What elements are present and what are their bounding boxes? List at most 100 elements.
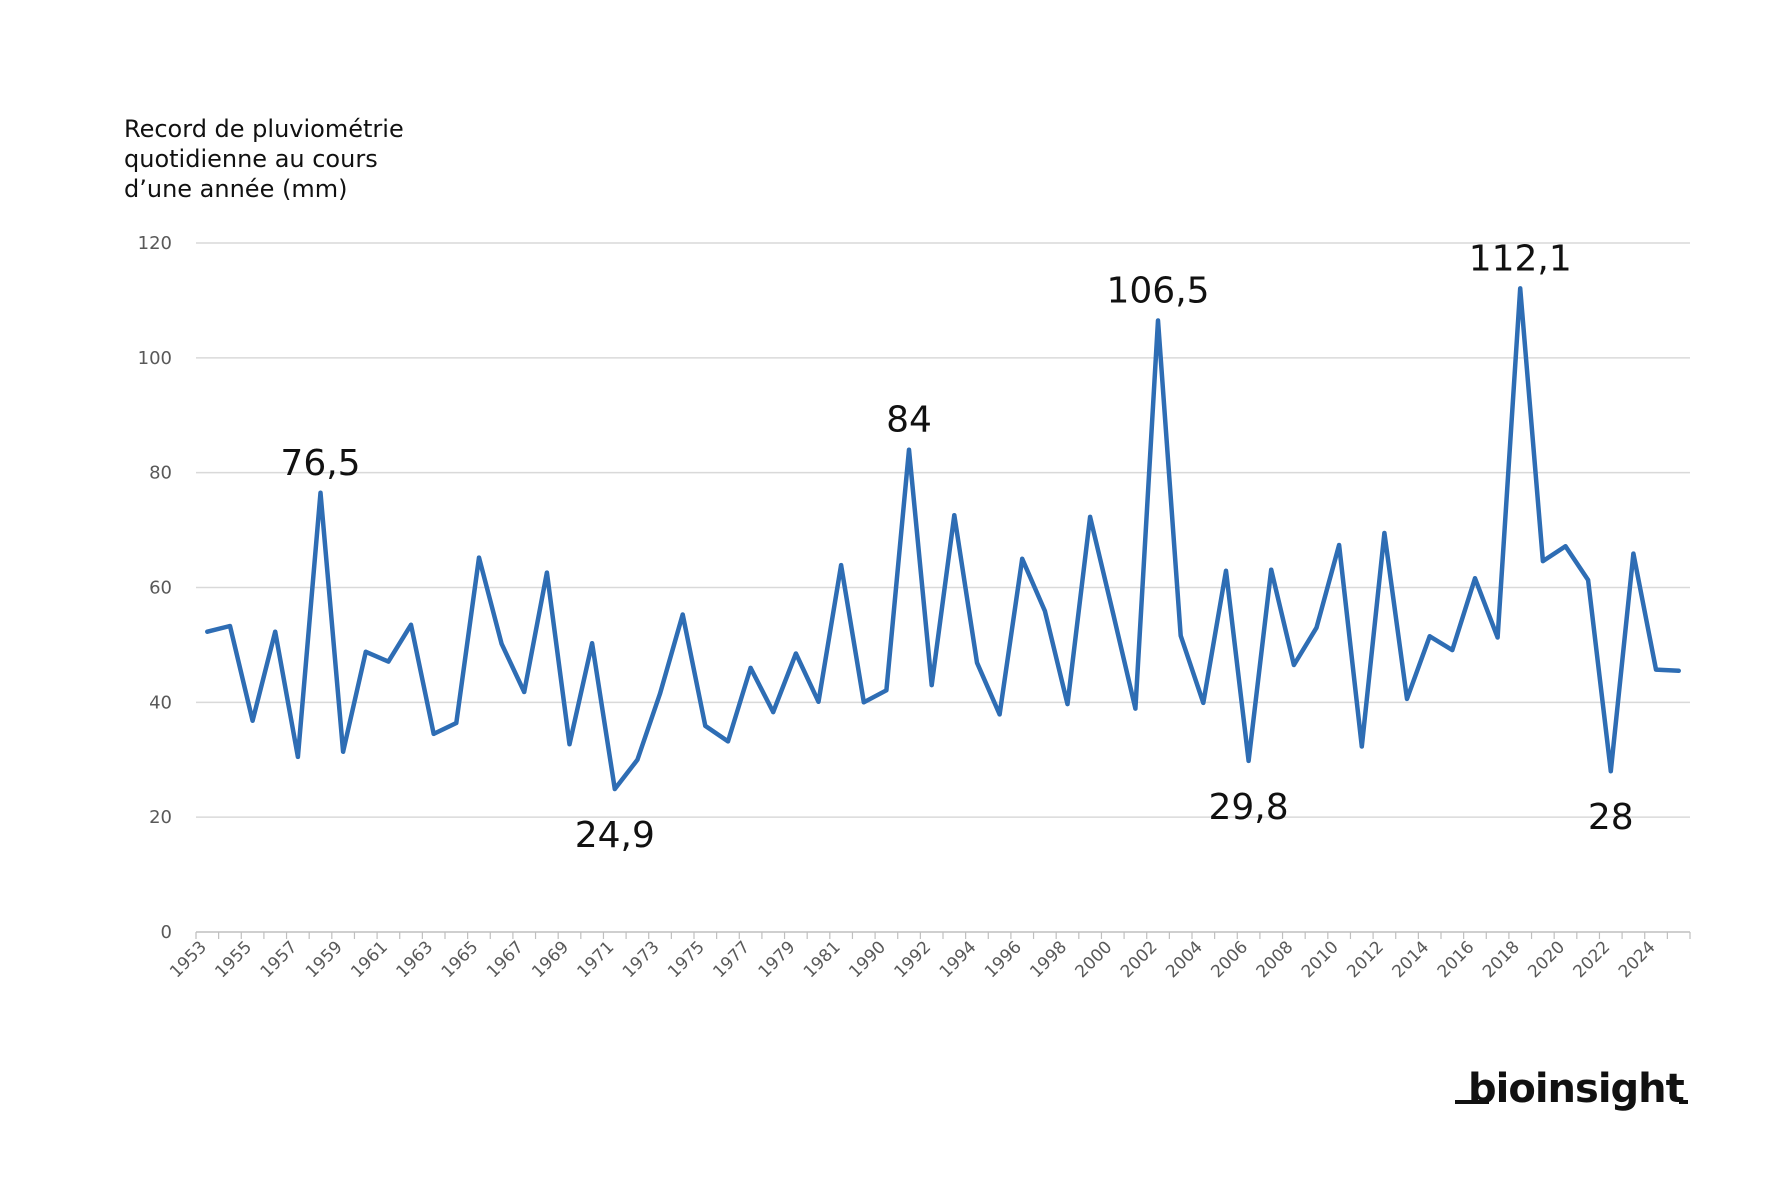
x-tick-label: 1996 [981,937,1026,982]
y-tick-label: 40 [149,692,172,713]
data-point [839,563,844,568]
x-tick-label: 1981 [800,937,845,982]
data-point [544,570,549,575]
data-point [726,739,730,744]
chart-title-line-1: Record de pluviométrie [124,115,404,143]
x-tick-label: 2004 [1162,937,1207,982]
data-point [1359,744,1364,749]
data-point [1405,696,1409,701]
x-tick-label: 1992 [890,937,935,982]
data-point [363,649,368,654]
bioinsight-logo: bioinsight [1455,1066,1688,1112]
data-point [250,718,255,723]
x-tick-label: 2020 [1524,937,1569,982]
data-label: 76,5 [280,443,360,484]
x-tick-label: 1998 [1026,937,1071,982]
data-point [612,787,617,791]
x-tick-label: 1963 [392,937,437,982]
x-tick-label: 2008 [1253,937,1298,982]
x-tick-label: 2012 [1343,937,1388,982]
data-point [386,659,391,664]
data-label: 112,1 [1469,238,1572,279]
x-tick-label: 1971 [574,937,619,982]
x-tick-label: 1969 [528,937,573,982]
data-point [567,742,572,747]
chart-title-line-3: d’une année (mm) [124,175,347,203]
x-tick-label: 1961 [347,937,392,982]
data-point [273,629,278,634]
data-point [952,513,957,518]
x-tick-label: 1953 [166,937,211,982]
data-point [1110,610,1115,615]
data-point [1586,578,1591,582]
x-tick-label: 1990 [845,937,890,982]
x-tick-label: 2010 [1298,937,1343,982]
series-layer [205,286,1681,792]
y-tick-label: 120 [138,233,172,254]
data-point [1473,576,1477,581]
data-point [205,629,210,634]
x-tick-label: 2022 [1570,937,1615,982]
data-label: 29,8 [1209,787,1289,828]
data-label: 24,9 [575,815,655,856]
chart-title-line-2: quotidienne au cours [124,145,378,173]
data-point [1201,700,1206,705]
x-tick-label: 1973 [619,937,664,982]
x-tick-label: 1979 [755,937,800,982]
x-tick-label: 1957 [257,937,302,982]
data-point [341,749,346,754]
data-point [997,712,1002,717]
data-label: 106,5 [1107,271,1210,312]
x-tick-label: 2014 [1388,937,1433,982]
x-tick-label: 1977 [709,937,754,982]
data-label: 84 [886,400,932,441]
x-tick-label: 1965 [438,937,483,982]
data-point [635,757,640,762]
x-tick-label: 1955 [211,937,256,982]
logo-wordmark: bioinsight [1468,1066,1685,1112]
data-point [1337,543,1342,547]
data-point [771,710,776,715]
data-point [1382,531,1387,535]
x-tick-label: 1967 [483,937,528,982]
data-point [1291,663,1296,667]
data-point [1224,568,1228,573]
x-tick-label: 2002 [1117,937,1162,982]
data-point [884,688,889,693]
data-point [318,490,323,495]
data-point [1450,648,1455,653]
data-point [1427,634,1432,639]
x-tick-label: 2006 [1207,937,1252,982]
data-point [1156,318,1160,323]
data-point [1065,702,1070,707]
x-tick-label: 1994 [936,937,981,982]
y-tick-label: 100 [138,348,172,369]
x-tick-label: 2024 [1615,937,1660,982]
data-annotations: 76,5 24,9 84 106,5 29,8 112,1 28 [280,238,1633,856]
gridlines [196,242,1690,818]
data-point [1133,706,1138,711]
data-point [1676,668,1681,673]
data-point [431,731,436,736]
data-point [703,723,708,728]
data-point [929,683,934,688]
y-tick-label: 0 [161,922,172,943]
data-point [748,665,753,670]
x-axis [195,931,1691,939]
data-point [658,691,662,696]
data-point [1563,544,1568,549]
data-point [1608,769,1613,774]
y-tick-label: 60 [149,578,172,599]
data-point [499,641,504,646]
data-point [1518,286,1523,291]
x-tick-label: 1959 [302,937,347,982]
data-points [205,286,1681,791]
logo-underscore-right [1679,1100,1688,1104]
data-point [907,447,911,452]
data-point [454,721,459,725]
data-point [1020,556,1025,561]
chart-title: Record de pluviométrie quotidienne au co… [124,115,404,203]
x-axis-tick-labels: 1953 1955 1957 1959 1961 1963 1965 1967 1969 1971… [166,937,1659,982]
data-point [1314,625,1319,630]
y-axis-tick-labels: 0 20 40 60 80 100 120 [138,233,172,943]
